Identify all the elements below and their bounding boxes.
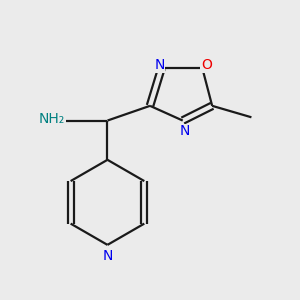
Text: NH₂: NH₂ <box>39 112 65 126</box>
Text: N: N <box>154 58 165 72</box>
Text: N: N <box>179 124 190 138</box>
Text: O: O <box>201 58 212 72</box>
Text: N: N <box>102 249 113 263</box>
